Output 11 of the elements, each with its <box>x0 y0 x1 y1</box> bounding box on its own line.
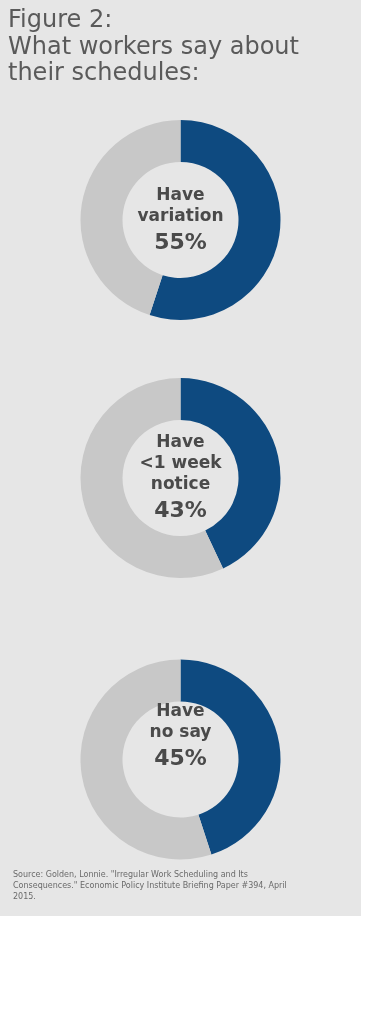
slice-label: Have variation <box>137 184 224 225</box>
donut-slice <box>80 378 224 578</box>
slice-label: Have no say <box>149 700 212 741</box>
data-label: 43% <box>154 497 207 522</box>
donut-slice <box>80 659 212 860</box>
chart-title: Figure 2: <box>8 5 113 33</box>
chart-subtitle: What workers say about their schedules: <box>8 32 299 86</box>
data-label: 45% <box>154 745 207 770</box>
slice-label: Have <1 week notice <box>139 431 223 493</box>
source-note: Source: Golden, Lonnie. "Irregular Work Scheduling and Its Consequences." Economic Policy Institute Briefing Paper #394, April 2015. <box>13 870 287 901</box>
data-label: 55% <box>154 229 207 254</box>
